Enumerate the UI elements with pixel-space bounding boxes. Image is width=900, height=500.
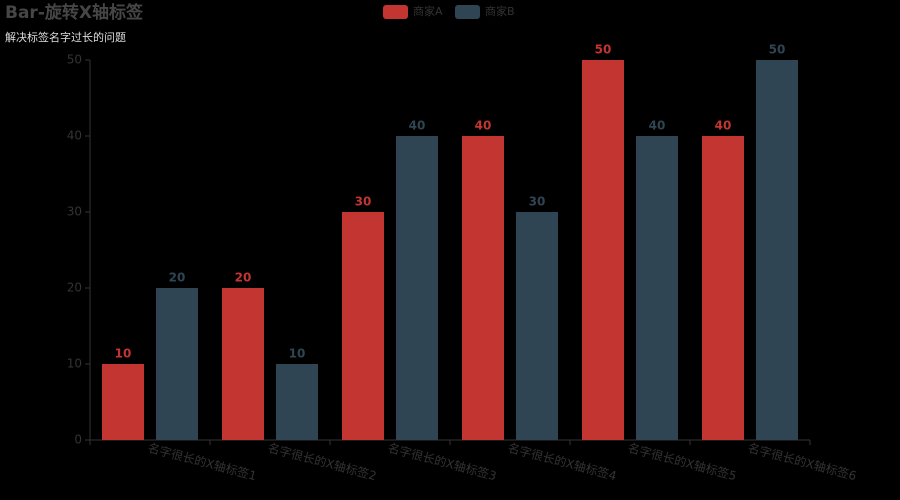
y-tick-label: 50 <box>67 53 82 67</box>
y-tick-label: 0 <box>74 433 82 447</box>
bar <box>582 60 624 440</box>
bar <box>756 60 798 440</box>
legend-label[interactable]: 商家B <box>485 4 515 18</box>
legend-swatch[interactable] <box>455 5 480 19</box>
bar <box>636 136 678 440</box>
y-tick-label: 20 <box>67 281 82 295</box>
y-tick-label: 40 <box>67 129 82 143</box>
data-label: 40 <box>475 119 492 133</box>
data-label: 10 <box>289 347 306 361</box>
chart-title: Bar-旋转X轴标签 <box>5 2 144 23</box>
bar <box>222 288 264 440</box>
y-tick-label: 10 <box>67 357 82 371</box>
data-label: 40 <box>715 119 732 133</box>
bar <box>102 364 144 440</box>
chart-subtitle: 解决标签名字过长的问题 <box>5 30 126 44</box>
bar <box>396 136 438 440</box>
bar <box>702 136 744 440</box>
data-label: 50 <box>769 43 786 57</box>
bar <box>156 288 198 440</box>
bar <box>276 364 318 440</box>
legend-label[interactable]: 商家A <box>413 4 443 18</box>
bar <box>516 212 558 440</box>
data-label: 30 <box>529 195 546 209</box>
data-label: 40 <box>409 119 426 133</box>
bar <box>342 212 384 440</box>
data-label: 40 <box>649 119 666 133</box>
data-label: 20 <box>235 271 252 285</box>
bar <box>462 136 504 440</box>
y-tick-label: 30 <box>67 205 82 219</box>
data-label: 10 <box>115 347 132 361</box>
data-label: 50 <box>595 43 612 57</box>
data-label: 30 <box>355 195 372 209</box>
data-label: 20 <box>169 271 186 285</box>
legend-swatch[interactable] <box>383 5 408 19</box>
